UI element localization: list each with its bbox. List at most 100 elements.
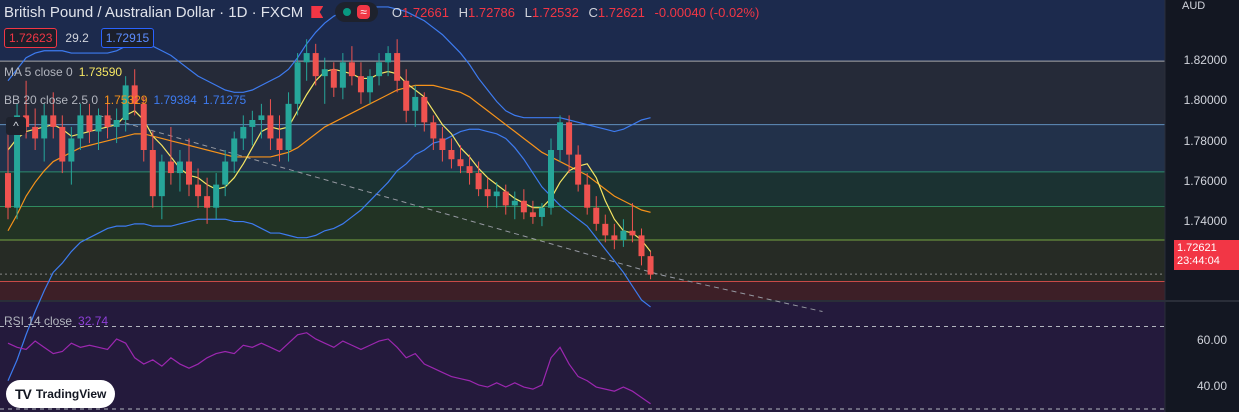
candle [475, 173, 482, 190]
candle [113, 120, 120, 127]
price-zone [0, 240, 1165, 282]
change-value: -0.00040 (-0.02%) [654, 4, 760, 20]
trend-line [98, 114, 823, 313]
logo-text: TradingView [35, 387, 107, 401]
open-value: 1.72661 [402, 4, 449, 20]
trade-panel: 1.72623 29.2 1.72915 [0, 28, 155, 48]
price-tick: 1.80000 [1183, 93, 1227, 107]
candle [131, 85, 138, 104]
price-tick: 1.74000 [1183, 214, 1227, 228]
candle [122, 85, 129, 120]
price-zone [0, 0, 1165, 62]
price-zone [0, 124, 1165, 172]
candle [529, 212, 536, 217]
candle [620, 230, 627, 240]
candle [204, 196, 211, 208]
candle [520, 200, 527, 213]
candle [403, 80, 410, 111]
bb-basis-line [7, 84, 651, 232]
bb-upper-line [7, 6, 651, 133]
sell-button[interactable]: 1.72623 [4, 28, 58, 48]
buy-button[interactable]: 1.72915 [100, 28, 155, 48]
candle [330, 69, 337, 88]
candle [213, 184, 220, 208]
candle [448, 150, 455, 160]
candle [158, 161, 165, 197]
bb-upper-value: 1.79384 [153, 93, 197, 107]
price-zone [0, 281, 1165, 300]
candle [5, 173, 11, 208]
open-label: O [391, 4, 402, 20]
candle [285, 103, 292, 150]
candle [557, 122, 564, 150]
ma-value: 1.73590 [78, 65, 123, 79]
candle [303, 53, 310, 63]
ohlc-values: O1.72661 H1.72786 L1.72532 C1.72621 -0.0… [392, 5, 765, 20]
candle [267, 115, 274, 139]
price-zone [0, 61, 1165, 125]
candle [566, 122, 573, 155]
candle [385, 53, 392, 63]
candle [584, 184, 591, 208]
candle [484, 189, 491, 197]
candle [32, 126, 39, 139]
candle [276, 138, 283, 150]
candle [149, 150, 156, 197]
candle [104, 115, 111, 127]
market-open-dot-icon [343, 8, 352, 16]
rsi-value: 32.74 [78, 314, 109, 328]
tradingview-logo-icon: TV [15, 386, 32, 402]
bb-legend[interactable]: BB 20 close 2.5 0 1.75329 1.79384 1.71275 [4, 93, 252, 107]
collapse-legend-chevron-up-icon[interactable]: ^ [6, 117, 26, 135]
candle [95, 115, 102, 132]
low-label: L [524, 4, 532, 20]
bar-countdown: 23:44:04 [1177, 255, 1220, 267]
candle [412, 96, 419, 111]
rsi-pane-bg [0, 302, 1165, 412]
candle [240, 126, 247, 139]
candle [23, 115, 30, 127]
candle [50, 115, 57, 127]
candle [59, 126, 66, 162]
price-tick: 1.82000 [1183, 53, 1227, 67]
market-status-pill[interactable]: ≈ [335, 2, 378, 22]
candle [258, 115, 265, 120]
candle [357, 76, 364, 93]
high-label: H [458, 4, 469, 20]
close-value: 1.72621 [597, 4, 645, 20]
candle [394, 53, 401, 81]
candle [77, 115, 84, 139]
candle [140, 103, 147, 150]
axis-currency: AUD [1182, 0, 1206, 12]
candle [439, 138, 446, 150]
candle [647, 256, 654, 275]
symbol-title[interactable]: British Pound / Australian Dollar · 1D ·… [4, 3, 304, 21]
ma-legend[interactable]: MA 5 close 0 1.73590 [4, 65, 122, 79]
candle [466, 166, 473, 174]
candle [86, 115, 93, 132]
candle [421, 96, 428, 123]
bb-label: BB 20 close 2.5 0 [4, 93, 99, 107]
candle [575, 154, 582, 185]
candle [312, 53, 319, 77]
tradingview-logo[interactable]: TV TradingView [6, 380, 116, 408]
candle [611, 235, 618, 240]
candle [602, 223, 609, 236]
candle [430, 122, 437, 139]
high-value: 1.72786 [468, 4, 516, 20]
rsi-tick: 60.00 [1196, 333, 1227, 347]
bb-lower-line [7, 128, 651, 382]
wave-icon: ≈ [357, 5, 370, 19]
candle [294, 62, 301, 104]
candle [511, 200, 518, 206]
flag-icon[interactable] [311, 6, 324, 18]
bb-lower-value: 1.71275 [202, 93, 247, 107]
low-value: 1.72532 [531, 4, 579, 20]
rsi-legend[interactable]: RSI 14 close 32.74 [4, 314, 108, 328]
candle [186, 161, 192, 185]
candle [249, 120, 256, 127]
candle [638, 235, 645, 257]
candle [629, 230, 636, 236]
candle [41, 115, 48, 139]
